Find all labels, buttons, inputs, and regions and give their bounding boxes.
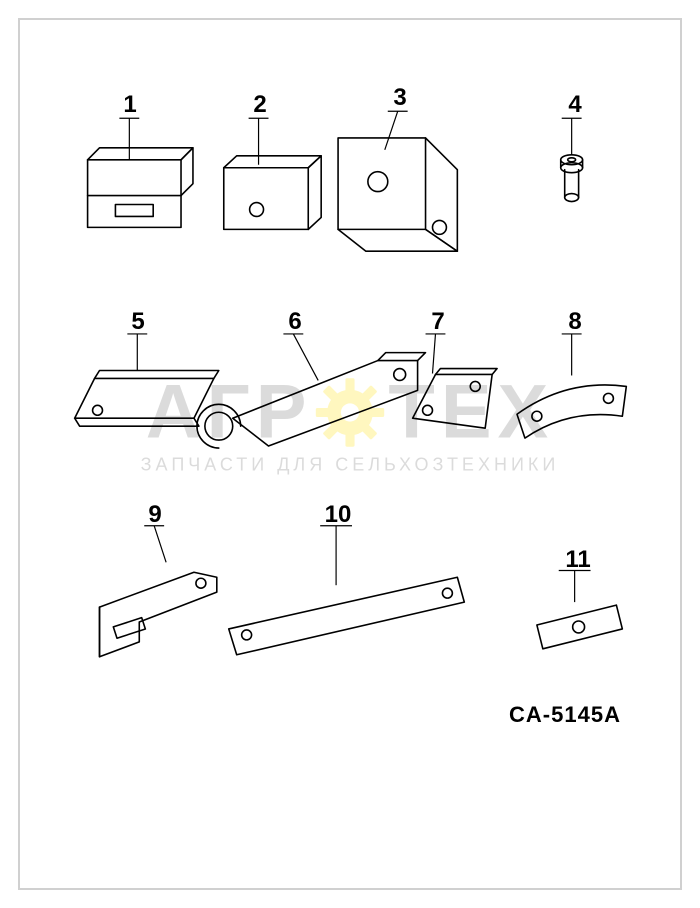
callout-1: 1: [123, 91, 136, 119]
part-4: [561, 155, 583, 202]
part-5: [75, 371, 219, 427]
parts-diagram: [20, 20, 680, 888]
part-10: [229, 577, 465, 655]
part-11: [537, 605, 622, 649]
callout-7: 7: [431, 308, 444, 336]
part-8: [517, 385, 626, 438]
part-2: [224, 156, 321, 230]
callout-6: 6: [288, 308, 301, 336]
part-7: [413, 369, 497, 429]
callout-4: 4: [568, 91, 581, 119]
callout-8: 8: [568, 308, 581, 336]
callout-3: 3: [393, 84, 406, 112]
part-3: [338, 138, 457, 251]
callout-9: 9: [148, 501, 161, 529]
diagram-frame: AГP TEX: [18, 18, 682, 890]
part-9: [100, 572, 217, 656]
drawing-id: CA-5145A: [509, 702, 621, 728]
part-1: [88, 148, 193, 228]
callout-11: 11: [565, 546, 590, 574]
callout-5: 5: [131, 308, 144, 336]
callout-10: 10: [325, 501, 352, 529]
callout-2: 2: [253, 91, 266, 119]
